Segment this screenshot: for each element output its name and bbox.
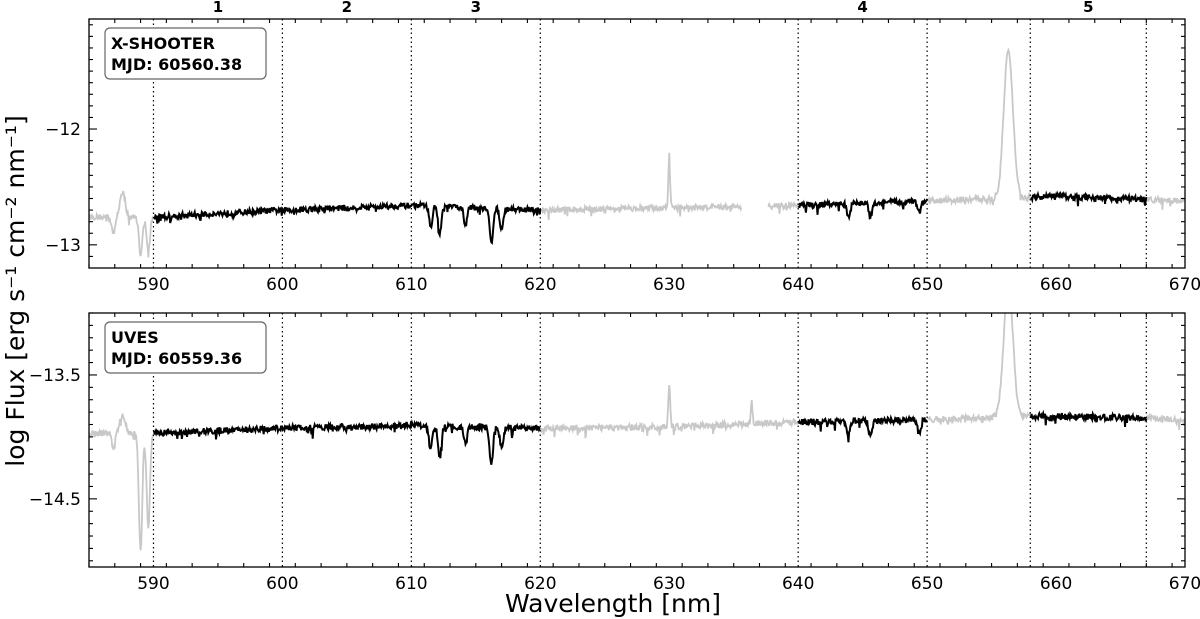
instrument-legend: UVES MJD: 60559.36: [104, 321, 267, 374]
x-tick-label: 650: [911, 275, 943, 295]
region-number-label: 5: [1083, 0, 1093, 16]
x-tick-label: 630: [653, 275, 685, 295]
highlighted-spectrum-line: [153, 190, 1148, 246]
y-tick-label: −12: [45, 120, 81, 140]
instrument-legend: X-SHOOTER MJD: 60560.38: [104, 27, 267, 80]
region-number-label: 2: [342, 0, 352, 16]
y-tick-label: −13.5: [29, 366, 81, 386]
x-tick-label: 610: [395, 275, 427, 295]
axes-frame: [88, 18, 1186, 269]
mjd-label: MJD: 60559.36: [111, 349, 242, 368]
x-tick-label: 600: [266, 275, 298, 295]
region-number-label: 4: [857, 0, 867, 16]
x-tick-label: 620: [524, 275, 556, 295]
mjd-label: MJD: 60560.38: [111, 55, 242, 74]
x-tick-label: 610: [395, 574, 427, 594]
x-tick-label: 640: [782, 275, 814, 295]
region-number-label: 3: [471, 0, 481, 16]
y-tick-label: −14.5: [29, 490, 81, 510]
legend-box: [104, 321, 267, 374]
masked-spectrum-line: [89, 47, 1185, 258]
region-number-label: 1: [213, 0, 223, 16]
highlighted-spectrum-line: [153, 409, 1148, 465]
legend-box: [104, 27, 267, 80]
instrument-name: UVES: [111, 328, 159, 347]
x-tick-label: 620: [524, 574, 556, 594]
x-tick-label: 630: [653, 574, 685, 594]
x-tick-label: 590: [137, 275, 169, 295]
masked-spectrum-line: [89, 313, 1185, 551]
xshooter-panel: 590 600 610 620 630 640 650 660 670 −12 −13 X-SHOOT…: [45, 18, 1200, 295]
x-tick-label: 640: [782, 574, 814, 594]
region-labels: 1 2 3 4 5: [213, 0, 1094, 16]
instrument-name: X-SHOOTER: [111, 34, 215, 53]
axes-frame: [88, 312, 1186, 568]
x-axis-title: Wavelength [nm]: [505, 589, 721, 618]
x-tick-label: 670: [1169, 275, 1200, 295]
x-tick-label: 660: [1040, 574, 1072, 594]
x-tick-label: 590: [137, 574, 169, 594]
uves-panel: 590 600 610 620 630 640 650 660 670 −13.5 −14.5 UVE…: [29, 312, 1200, 594]
x-tick-label: 650: [911, 574, 943, 594]
y-axis-title: log Flux [erg s⁻¹ cm⁻² nm⁻¹]: [1, 115, 30, 466]
x-tick-label: 600: [266, 574, 298, 594]
y-tick-label: −13: [45, 236, 81, 256]
x-tick-label: 660: [1040, 275, 1072, 295]
x-tick-label: 670: [1169, 574, 1200, 594]
